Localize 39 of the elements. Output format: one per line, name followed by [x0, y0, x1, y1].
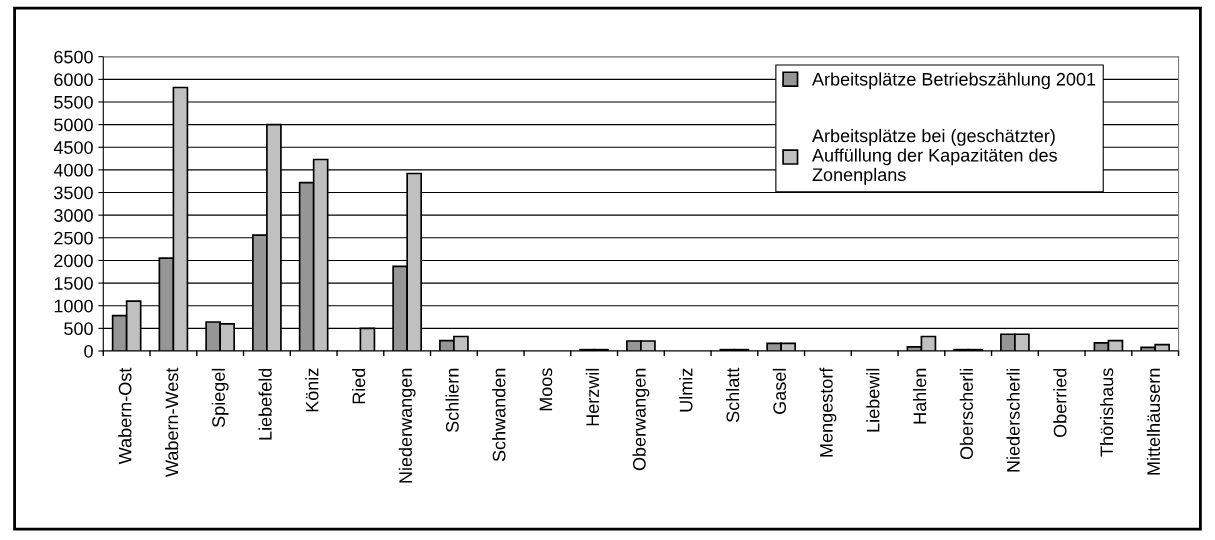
y-tick-label: 1500 — [54, 277, 93, 290]
y-tick-label: 6500 — [54, 50, 93, 64]
x-tick-label: Ulmiz — [679, 368, 693, 412]
x-tick-label: Schwanden — [492, 368, 506, 462]
x-tick-label: Liebewil — [866, 368, 880, 432]
x-tick-label: Herzwil — [585, 368, 600, 426]
y-tick-label: 2500 — [54, 231, 93, 245]
x-tick-label: Ried — [351, 368, 366, 404]
y-tick-label: 4500 — [53, 141, 93, 154]
y-tick-label: 2000 — [54, 254, 93, 268]
x-tick-label: Mittelhäusern — [1146, 368, 1161, 475]
x-tick-label: Wabern-Ost — [118, 367, 132, 465]
x-tick-label: Spiegel — [211, 368, 229, 428]
x-tick-label: Thörishaus — [1100, 368, 1114, 457]
x-tick-label: Wabern-West — [164, 367, 179, 477]
x-tick-label: Niederwangen — [398, 368, 416, 483]
y-tick-label: 6000 — [54, 73, 93, 87]
x-tick-label: Liebefeld — [258, 368, 272, 440]
x-tick-label: Moos — [539, 368, 553, 411]
y-tick-label: 5500 — [54, 95, 93, 109]
x-tick-label: Oberwangen — [632, 368, 650, 471]
x-tick-label: Schlatt — [726, 367, 740, 423]
x-tick-label: Schliern — [445, 368, 459, 433]
legend-label: Arbeitsplätze Betriebszählung 2001 — [812, 72, 1096, 90]
x-tick-label: Gasel — [772, 368, 787, 414]
y-tick-label: 3500 — [54, 186, 93, 200]
y-tick-label: 0 — [84, 344, 93, 358]
y-tick-label: 4000 — [53, 163, 93, 177]
y-tick-label: 500 — [64, 322, 93, 336]
x-tick-label: Oberried — [1053, 368, 1067, 438]
x-tick-label: Niederscherli — [1006, 368, 1020, 472]
y-tick-label: 3000 — [54, 209, 93, 222]
y-tick-label: 5000 — [54, 118, 93, 132]
x-tick-label: Mengestorf — [819, 367, 837, 457]
legend-label: Arbeitsplätze bei (geschätzter) Auffüllung der Kapazitäten des Zonenplans — [812, 128, 1057, 185]
x-tick-label: Köniz — [305, 368, 319, 412]
y-tick-label: 1000 — [54, 299, 93, 313]
x-tick-label: Oberscherli — [959, 368, 974, 460]
x-tick-label: Hahlen — [913, 368, 927, 424]
